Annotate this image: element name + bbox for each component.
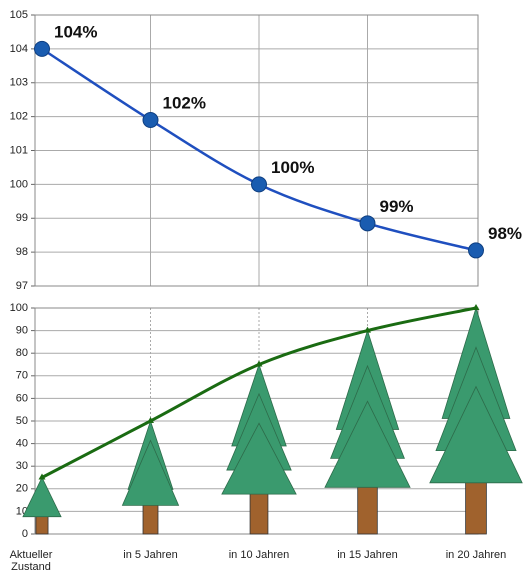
point (38, 473, 46, 480)
point (364, 326, 371, 333)
tree (429, 306, 523, 535)
y-tick-label: 100 (10, 302, 28, 314)
tree-crown (22, 476, 62, 518)
tree-trunk (249, 489, 269, 535)
tree-trunk (465, 478, 487, 535)
y-tick-label: 50 (16, 415, 28, 427)
y-tick-label: 103 (10, 77, 28, 89)
tree (221, 363, 297, 535)
tree-trunk (357, 482, 378, 535)
point (359, 215, 376, 232)
value-label: 98% (488, 224, 522, 243)
point (251, 176, 267, 193)
tree (121, 419, 180, 535)
y-tick-label: 60 (16, 392, 28, 404)
y-tick-label: 40 (16, 438, 28, 450)
tree (22, 476, 62, 535)
y-tick-label: 105 (10, 9, 28, 21)
y-tick-label: 101 (10, 144, 28, 156)
point (472, 304, 480, 310)
point (142, 112, 159, 129)
point (34, 40, 50, 57)
point (468, 242, 484, 259)
y-tick-label: 97 (16, 280, 28, 292)
y-tick-label: 0 (22, 528, 28, 540)
y-tick-label: 70 (16, 370, 28, 382)
value-label: 99% (380, 197, 414, 216)
tree-trunk (142, 500, 159, 535)
value-label: 104% (54, 22, 97, 41)
y-tick-label: 30 (16, 460, 28, 472)
x-tick-label: in 20 Jahren (445, 549, 507, 561)
y-tick-label: 80 (16, 347, 28, 359)
tree (324, 329, 411, 535)
x-tick-label: in 5 Jahren (123, 549, 178, 561)
tree-crown (121, 439, 180, 506)
tree-crown (429, 385, 523, 484)
point (255, 360, 263, 367)
y-tick-label: 102 (10, 111, 28, 123)
y-tick-label: 98 (16, 246, 28, 258)
y-tick-label: 90 (16, 325, 28, 337)
x-tick-label: Aktueller Zustand (9, 549, 53, 573)
x-tick-label: in 10 Jahren (228, 549, 290, 561)
y-tick-label: 104 (10, 43, 28, 55)
y-tick-label: 99 (16, 212, 28, 224)
point (147, 417, 154, 423)
tree-crown (324, 400, 411, 488)
x-tick-label: in 15 Jahren (337, 549, 398, 561)
value-label: 102% (163, 93, 206, 112)
y-tick-label: 20 (16, 483, 28, 495)
plot-border (34, 14, 479, 287)
tree-crown (221, 422, 297, 495)
value-label: 100% (271, 158, 314, 177)
y-tick-label: 100 (10, 178, 28, 190)
